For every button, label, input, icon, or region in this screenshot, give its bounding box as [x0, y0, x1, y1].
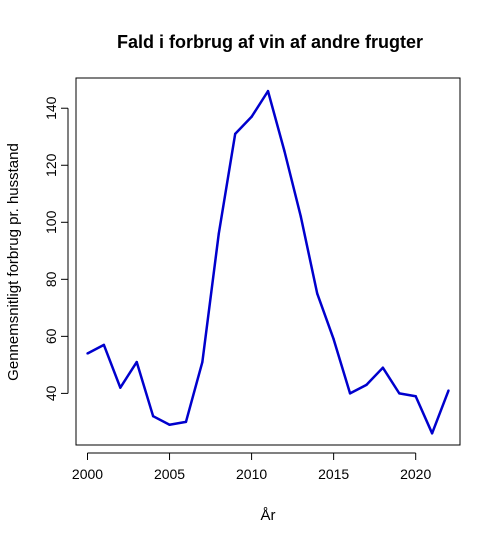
data-point [168, 423, 171, 426]
data-point [102, 343, 106, 347]
data-point [119, 386, 122, 389]
y-axis: 40 60 80 100 120 140 [43, 96, 69, 401]
data-point [381, 366, 385, 369]
data-point [430, 432, 434, 435]
data-point [316, 292, 319, 295]
data-point [86, 352, 89, 355]
y-tick-label: 100 [43, 210, 59, 234]
data-point [414, 395, 417, 398]
data-point [201, 360, 204, 364]
y-tick-label: 140 [43, 96, 59, 120]
x-axis-label: År [261, 507, 276, 524]
data-point [283, 149, 286, 153]
series-line [86, 89, 450, 435]
y-tick-label: 60 [43, 328, 59, 344]
data-points [86, 89, 450, 435]
data-point [151, 414, 155, 418]
data-point [184, 420, 188, 424]
data-point [266, 89, 270, 93]
y-axis-label: Gennemsnitligt forbrug pr. husstand [5, 143, 22, 381]
x-tick-label: 2015 [318, 466, 349, 482]
data-point [250, 115, 253, 118]
data-point [135, 360, 138, 364]
y-tick-label: 80 [43, 271, 59, 287]
data-point [217, 232, 220, 235]
x-tick-label: 2010 [236, 466, 267, 482]
y-tick-label: 120 [43, 153, 59, 177]
data-point [299, 215, 303, 218]
plot-frame [75, 77, 461, 446]
x-tick-label: 2000 [72, 466, 103, 482]
data-point [365, 383, 368, 387]
data-point [233, 132, 237, 136]
x-axis: 2000 2005 2010 2015 2020 [72, 452, 431, 482]
data-point [398, 392, 401, 395]
data-point [348, 392, 352, 395]
data-point [332, 338, 335, 341]
x-tick-label: 2005 [154, 466, 185, 482]
chart-title: Fald i forbrug af vin af andre frugter [117, 32, 423, 52]
y-tick-label: 40 [43, 385, 59, 401]
x-tick-label: 2020 [400, 466, 431, 482]
data-point [447, 389, 450, 392]
